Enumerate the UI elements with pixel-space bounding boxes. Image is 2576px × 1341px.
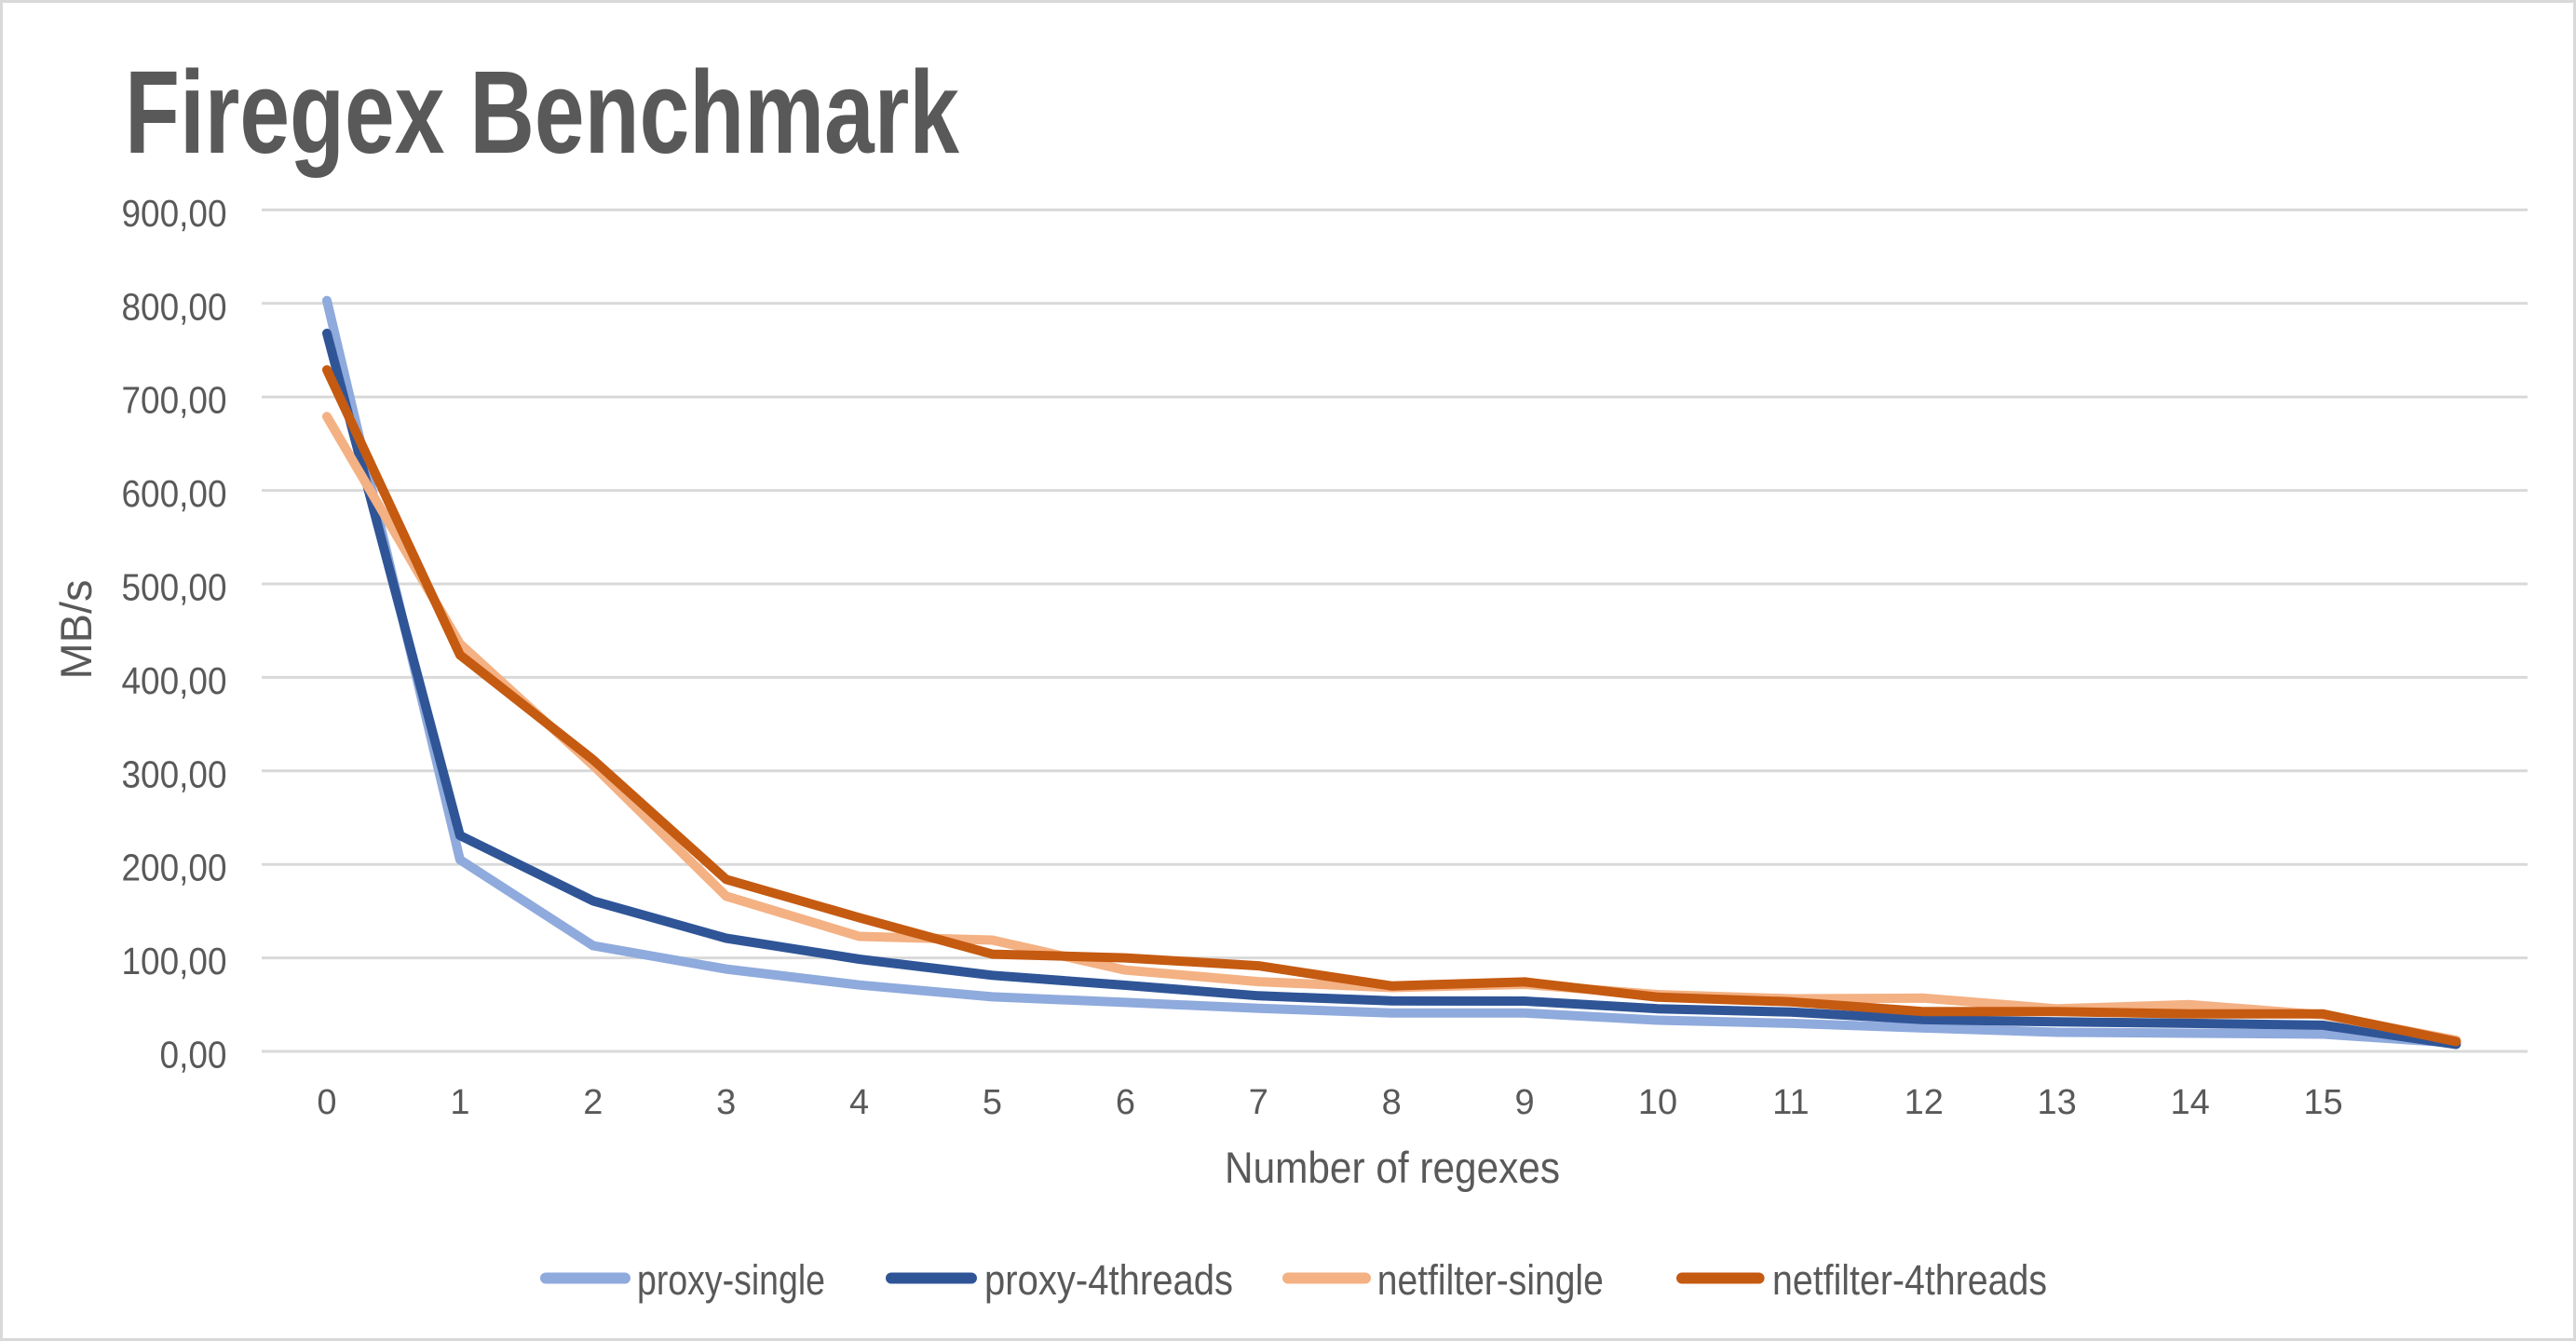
svg-text:Firegex Benchmark: Firegex Benchmark — [125, 47, 960, 178]
svg-text:proxy-single: proxy-single — [637, 1256, 825, 1304]
svg-text:11: 11 — [1772, 1083, 1809, 1122]
svg-text:2: 2 — [583, 1083, 603, 1122]
svg-text:9: 9 — [1515, 1083, 1535, 1122]
svg-text:600,00: 600,00 — [122, 472, 227, 515]
svg-text:400,00: 400,00 — [122, 659, 227, 702]
svg-text:netfilter-4threads: netfilter-4threads — [1772, 1256, 2047, 1304]
svg-text:4: 4 — [849, 1083, 869, 1122]
svg-text:900,00: 900,00 — [122, 192, 227, 235]
svg-text:700,00: 700,00 — [122, 379, 227, 422]
svg-text:proxy-4threads: proxy-4threads — [984, 1256, 1233, 1304]
svg-text:7: 7 — [1249, 1083, 1268, 1122]
svg-text:300,00: 300,00 — [122, 752, 227, 795]
svg-text:6: 6 — [1116, 1083, 1135, 1122]
svg-text:Number of regexes: Number of regexes — [1225, 1143, 1560, 1192]
svg-text:10: 10 — [1638, 1083, 1677, 1122]
svg-text:100,00: 100,00 — [122, 940, 227, 982]
svg-text:1: 1 — [450, 1083, 469, 1122]
svg-text:15: 15 — [2303, 1083, 2342, 1122]
svg-text:800,00: 800,00 — [122, 285, 227, 328]
svg-text:8: 8 — [1382, 1083, 1402, 1122]
svg-text:13: 13 — [2038, 1083, 2077, 1122]
svg-text:14: 14 — [2170, 1083, 2209, 1122]
svg-text:MB/s: MB/s — [51, 579, 101, 679]
svg-text:200,00: 200,00 — [122, 847, 227, 889]
svg-text:3: 3 — [716, 1083, 736, 1122]
svg-text:0: 0 — [317, 1083, 336, 1122]
svg-text:5: 5 — [983, 1083, 1002, 1122]
svg-text:500,00: 500,00 — [122, 566, 227, 609]
svg-text:netfilter-single: netfilter-single — [1377, 1256, 1604, 1304]
svg-text:0,00: 0,00 — [160, 1034, 227, 1077]
svg-text:12: 12 — [1905, 1083, 1944, 1122]
